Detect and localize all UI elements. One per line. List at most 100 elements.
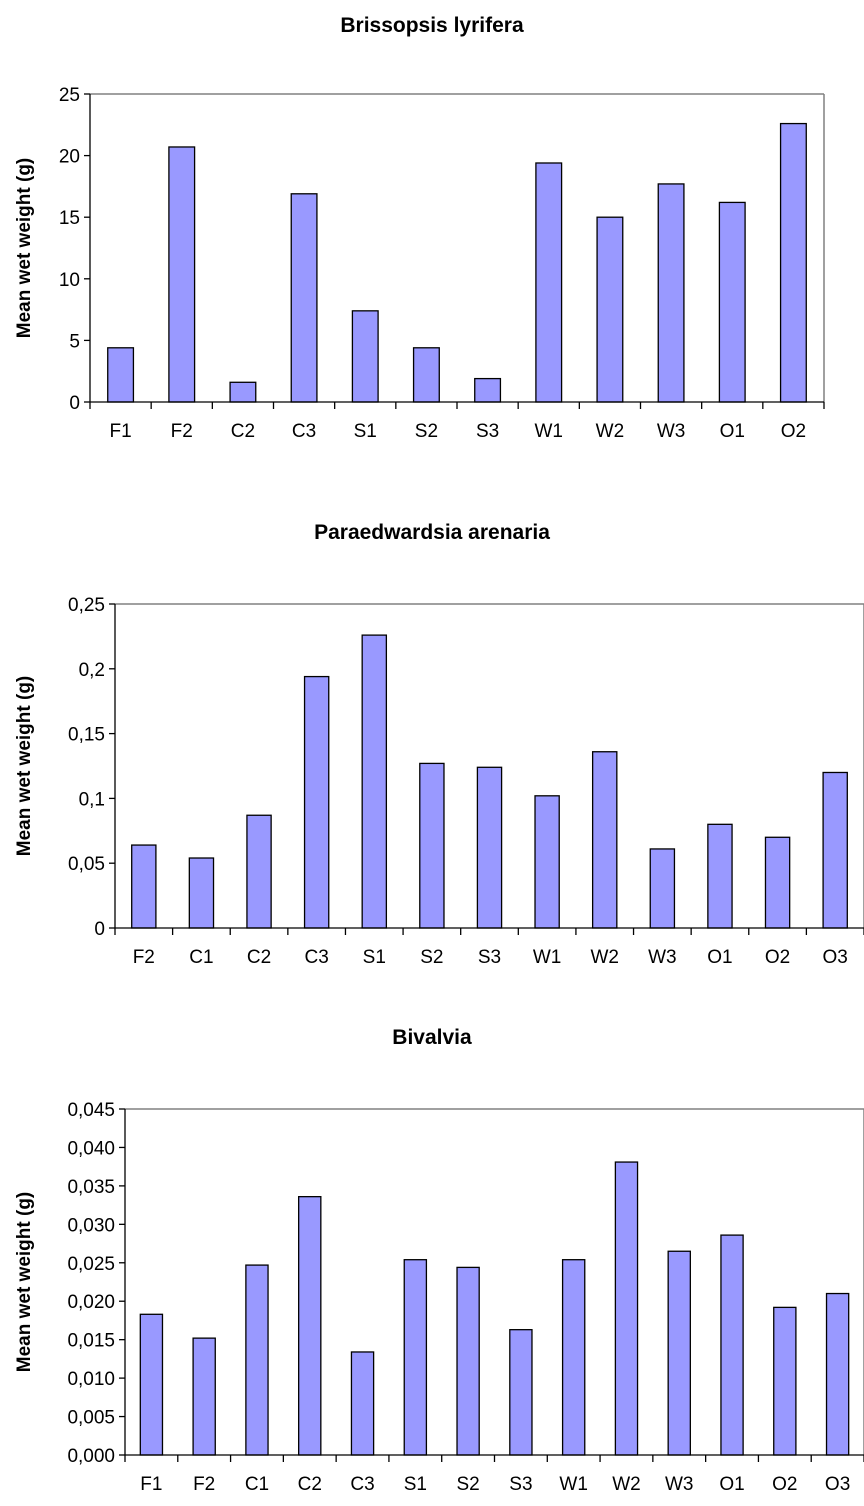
bar-o3 [822,771,848,929]
x-tick-label: W2 [590,947,619,968]
x-tick-label: C2 [298,1474,322,1495]
x-tick-label: C3 [305,947,329,968]
x-tick-label: W2 [612,1474,641,1495]
bar-s3 [509,1329,533,1456]
x-tick-label: S2 [456,1474,479,1495]
x-tick-label: F2 [171,421,193,442]
bar-w1 [535,162,563,403]
bar-o3 [825,1292,850,1456]
y-tick-label: 0,020 [67,1292,115,1313]
x-tick-label: W3 [648,947,677,968]
y-tick-label: 0,05 [68,854,105,875]
y-tick-label: 25 [59,85,80,106]
bar-s2 [412,347,440,403]
bar-s1 [403,1259,428,1456]
x-tick-label: S2 [415,421,438,442]
bar-w2 [614,1161,639,1456]
x-tick-label: C2 [247,947,271,968]
x-tick-label: C3 [350,1474,374,1495]
y-tick-label: 0,030 [67,1215,115,1236]
y-tick-label: 0,015 [67,1331,115,1352]
x-tick-label: W1 [533,947,562,968]
x-tick-label: O2 [765,947,790,968]
bar-s3 [476,766,503,929]
y-tick-label: 0,035 [67,1177,115,1198]
y-tick-label: 5 [69,331,80,352]
x-tick-label: C1 [245,1474,269,1495]
chart-title-brissopsis: Brissopsis lyrifera [340,14,524,37]
x-tick-label: W1 [535,421,564,442]
x-tick-label: W3 [657,421,686,442]
bar-o2 [779,122,807,403]
x-tick-label: O2 [772,1474,797,1495]
chart-title-bivalvia: Bivalvia [392,1026,472,1049]
bar-w3 [667,1250,691,1456]
x-tick-label: F2 [193,1474,215,1495]
y-tick-label: 0,010 [67,1369,115,1390]
bar-w2 [596,216,624,403]
bar-w1 [561,1259,586,1456]
bar-c3 [290,193,318,403]
x-tick-label: F1 [109,421,131,442]
x-tick-label: S1 [363,947,386,968]
y-tick-label: 20 [59,147,80,168]
bar-s1 [351,310,379,403]
x-tick-label: S3 [509,1474,532,1495]
bar-w3 [649,848,676,929]
y-tick-label: 0,045 [67,1100,115,1121]
bar-s3 [474,377,502,403]
x-tick-label: O1 [720,421,745,442]
bar-f2 [131,844,157,929]
bar-o1 [720,1234,744,1456]
x-tick-label: C2 [231,421,255,442]
y-axis-title: Mean wet weight (g) [14,158,35,339]
chart-title-paraedwardsia: Paraedwardsia arenaria [314,521,550,544]
bar-c2 [298,1196,322,1456]
bar-s2 [456,1266,480,1456]
x-tick-label: W1 [559,1474,588,1495]
x-tick-label: F2 [133,947,155,968]
x-tick-label: O2 [781,421,806,442]
bar-f2 [168,146,196,403]
x-tick-label: S1 [404,1474,427,1495]
bar-o1 [707,823,733,929]
y-tick-label: 15 [59,208,80,229]
bar-f1 [139,1313,164,1456]
x-tick-label: O3 [823,947,848,968]
bar-s1 [361,634,388,929]
bar-c1 [188,857,215,929]
x-tick-label: F1 [140,1474,162,1495]
y-tick-label: 0,15 [68,725,105,746]
y-tick-label: 0,025 [67,1254,115,1275]
bar-c2 [229,381,257,403]
bar-f2 [192,1337,216,1456]
bar-f1 [107,347,135,403]
x-tick-label: S3 [478,947,501,968]
y-tick-label: 0,005 [67,1408,115,1429]
bar-o2 [773,1306,797,1456]
y-tick-label: 0 [69,393,80,414]
bar-c3 [303,675,330,929]
y-tick-label: 0,040 [67,1138,115,1159]
y-tick-label: 0,000 [67,1446,115,1467]
x-tick-label: C1 [189,947,213,968]
x-tick-label: W3 [665,1474,694,1495]
bar-o2 [764,836,791,929]
bar-c3 [350,1351,375,1456]
y-tick-label: 10 [59,270,80,291]
x-tick-label: S3 [476,421,499,442]
x-tick-label: S1 [354,421,377,442]
y-tick-label: 0,2 [79,660,105,681]
x-tick-label: O3 [825,1474,850,1495]
bar-w1 [534,795,560,929]
y-axis-title: Mean wet weight (g) [14,1192,35,1373]
bar-w3 [657,183,685,403]
bar-o1 [718,201,746,403]
bar-c2 [246,814,272,929]
x-tick-label: W2 [596,421,625,442]
y-tick-label: 0 [94,919,105,940]
bar-w2 [591,751,618,929]
x-tick-label: O1 [707,947,732,968]
y-tick-label: 0,1 [79,789,105,810]
